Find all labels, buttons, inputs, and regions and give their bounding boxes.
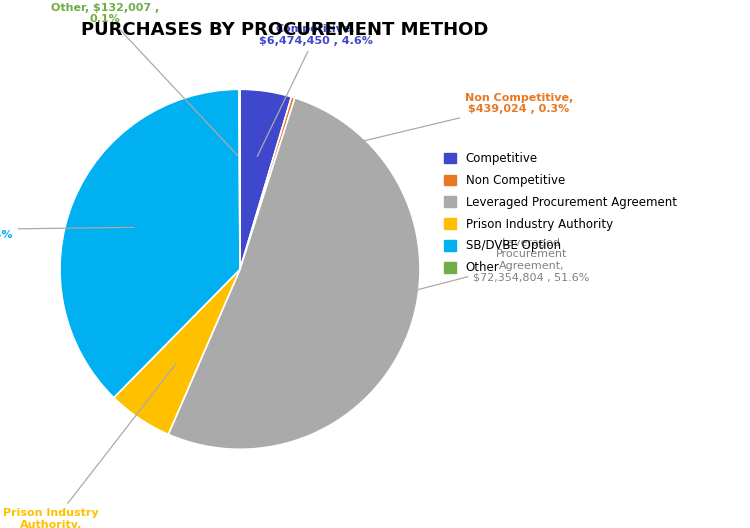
Legend: Competitive, Non Competitive, Leveraged Procurement Agreement, Prison Industry A: Competitive, Non Competitive, Leveraged … — [441, 148, 680, 278]
Wedge shape — [240, 97, 295, 269]
Text: Prison Industry
Authority,
$8,187,744 , 5.8%: Prison Industry Authority, $8,187,744 , … — [0, 364, 176, 528]
Text: SB/DVBE Option,
$52,645,653 , 37.5%: SB/DVBE Option, $52,645,653 , 37.5% — [0, 219, 134, 240]
Wedge shape — [239, 89, 240, 269]
Text: Other, $132,007 ,
0.1%: Other, $132,007 , 0.1% — [51, 3, 238, 156]
Wedge shape — [60, 89, 240, 398]
Text: Non Competitive,
$439,024 , 0.3%: Non Competitive, $439,024 , 0.3% — [276, 93, 573, 162]
Text: Competitive,
$6,474,450 , 4.6%: Competitive, $6,474,450 , 4.6% — [257, 24, 373, 156]
Text: PURCHASES BY PROCUREMENT METHOD: PURCHASES BY PROCUREMENT METHOD — [81, 21, 489, 39]
Wedge shape — [240, 89, 292, 269]
Wedge shape — [168, 98, 420, 449]
Text: Leveraged
Procurement
Agreement,
$72,354,804 , 51.6%: Leveraged Procurement Agreement, $72,354… — [347, 238, 590, 308]
Wedge shape — [114, 269, 240, 435]
